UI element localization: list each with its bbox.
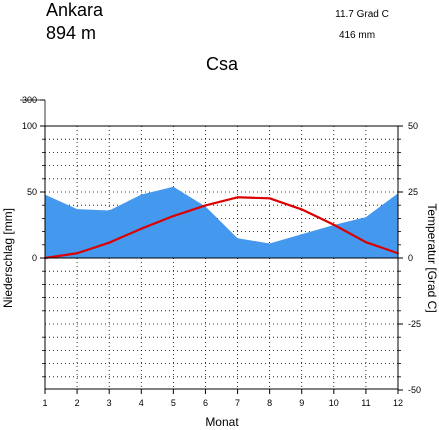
annual-precipitation: 416 mm	[339, 30, 375, 41]
temperature-point	[332, 223, 335, 226]
right-axis-title: Temperatur [Grad C]	[425, 203, 439, 312]
x-tick-label: 9	[299, 398, 304, 408]
x-tick-label: 7	[235, 398, 240, 408]
x-tick-label: 4	[139, 398, 144, 408]
precipitation-area	[45, 186, 398, 258]
right-tick-label: 50	[408, 121, 418, 131]
x-tick-label: 12	[393, 398, 403, 408]
station-elevation: 894 m	[46, 23, 96, 43]
x-tick-label: 10	[329, 398, 339, 408]
climate-class: Csa	[206, 54, 239, 74]
x-tick-label: 2	[75, 398, 80, 408]
x-tick-label: 1	[42, 398, 47, 408]
left-tick-label: 0	[32, 253, 37, 263]
temperature-point	[268, 197, 271, 200]
temperature-point	[140, 227, 143, 230]
left-tick-label: 50	[27, 187, 37, 197]
station-name: Ankara	[46, 0, 104, 20]
right-tick-label: 0	[408, 253, 413, 263]
mean-temperature: 11.7 Grad C	[335, 9, 389, 20]
temperature-line	[44, 196, 399, 260]
left-tick-label: 300	[22, 95, 37, 105]
temperature-point	[76, 252, 79, 255]
x-tick-label: 5	[171, 398, 176, 408]
temperature-point	[172, 215, 175, 218]
temperature-point	[236, 196, 239, 199]
right-tick-label: -25	[408, 319, 421, 329]
temperature-point	[300, 208, 303, 211]
right-tick-label: -50	[408, 385, 421, 395]
right-tick-label: 25	[408, 187, 418, 197]
left-axis-title: Niederschlag [mm]	[1, 208, 15, 308]
x-tick-label: 6	[203, 398, 208, 408]
temperature-point	[108, 241, 111, 244]
temperature-point	[204, 204, 207, 207]
x-tick-label: 8	[267, 398, 272, 408]
left-tick-label: 100	[22, 121, 37, 131]
temperature-point	[364, 241, 367, 244]
x-tick-label: 11	[361, 398, 370, 408]
x-axis-title: Monat	[205, 415, 239, 429]
x-tick-label: 3	[107, 398, 112, 408]
